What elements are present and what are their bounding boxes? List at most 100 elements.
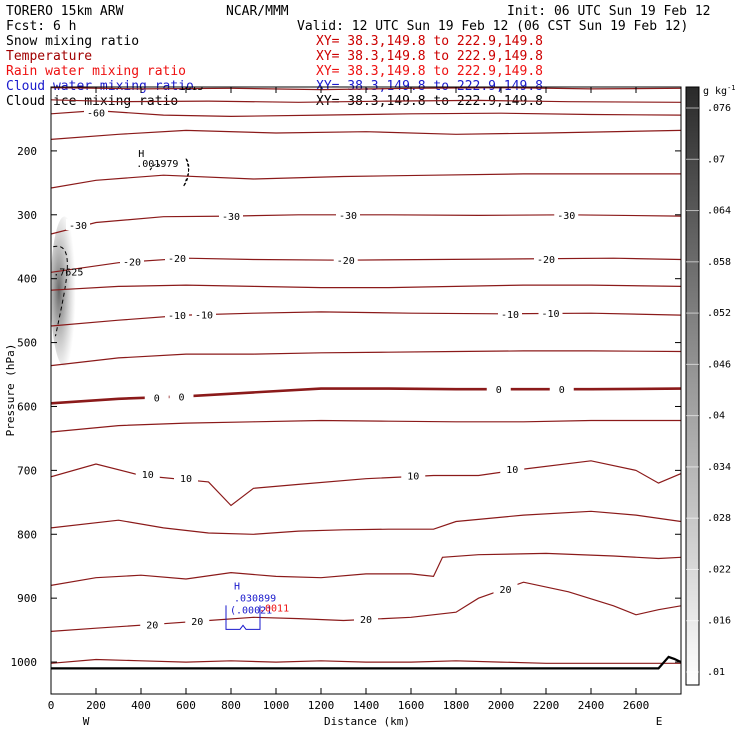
- colorbar-label-2: .022: [707, 564, 731, 575]
- y-tick-label-300: 300: [17, 209, 37, 222]
- init-time: Init: 06 UTC Sun 19 Feb 12: [507, 4, 711, 19]
- isotherm-label-23: 20: [360, 615, 372, 626]
- field-xy-0: XY= 38.3,149.8 to 222.9,149.8: [316, 34, 543, 49]
- x-tick-label-2200: 2200: [533, 699, 560, 712]
- isotherm-label-4: -30: [557, 211, 575, 222]
- x-tick-label-2600: 2600: [623, 699, 650, 712]
- isotherm-label-bg-16: [549, 383, 574, 395]
- isotherm-label-5: -20: [123, 257, 141, 268]
- y-tick-label-600: 600: [17, 400, 37, 413]
- isotherm-label-bg-3: [336, 208, 360, 220]
- isotherm-label-bg-17: [135, 468, 160, 480]
- contour-line-5: [51, 658, 681, 664]
- isotherm-label-bg-6: [165, 252, 189, 264]
- isotherm-m10: [51, 311, 681, 327]
- terrain-line: [51, 655, 681, 670]
- isotherm-label-17: 10: [142, 470, 154, 481]
- isotherm-label-18: 10: [180, 474, 192, 485]
- isotherm-label-3: -30: [339, 211, 357, 222]
- isotherm-label-11: -10: [501, 310, 519, 321]
- x-tick-label-1800: 1800: [443, 699, 470, 712]
- x-tick-label-200: 200: [86, 699, 106, 712]
- plot-area: -60 -30 -30 -30 -30 -20 -20 -20 -20 -10 -10 -10 -10 0…: [11, 82, 682, 712]
- field-legend: Snow mixing ratio XY= 38.3,149.8 to 222.9…: [6, 34, 543, 109]
- y-tick-label-800: 800: [17, 528, 37, 541]
- isotherm-m70: [51, 99, 681, 103]
- isotherm-label-20: 10: [506, 465, 518, 476]
- x-tick-label-2400: 2400: [578, 699, 605, 712]
- isotherm-m20: [51, 257, 681, 273]
- cloud-ice-contour: [53, 245, 68, 337]
- isotherm-label-2: -30: [222, 212, 240, 223]
- x-tick-label-600: 600: [176, 699, 196, 712]
- isotherm-label-bg-12: [538, 307, 563, 319]
- isotherm-label-14: 0: [178, 392, 184, 403]
- colorbar-label-11: .076: [707, 103, 731, 114]
- isotherm-m60: [51, 109, 681, 118]
- isotherm-label-bg-2: [219, 210, 243, 222]
- field-name-2: Rain water mixing ratio: [6, 64, 186, 79]
- isotherm-m40: [51, 173, 681, 189]
- isotherm-label-19: 10: [407, 471, 419, 482]
- isotherm-label-bg-19: [401, 469, 426, 481]
- cloud-water-contour: [225, 605, 261, 630]
- isotherm-label-bg-1: [66, 219, 90, 231]
- colorbar-label-4: .034: [707, 462, 731, 473]
- field-xy-1: XY= 38.3,149.8 to 222.9,149.8: [316, 49, 543, 64]
- isotherm-10: [51, 460, 681, 507]
- isotherm-label-bg-7: [333, 254, 358, 266]
- isotherm-label-bg-20: [500, 463, 525, 475]
- isotherm-label-bg-10: [192, 308, 216, 320]
- colorbar-label-8: .058: [707, 257, 731, 268]
- contour-line-2: [51, 419, 681, 433]
- isotherm-label-22: 20: [191, 617, 203, 628]
- isotherm-label-16: 0: [559, 385, 565, 396]
- field-xy-2: XY= 38.3,149.8 to 222.9,149.8: [316, 64, 543, 79]
- isotherm-label-6: -20: [168, 254, 186, 265]
- snow-contour-b: [183, 157, 190, 187]
- contour-line-3: [51, 510, 681, 535]
- y-tick-label-200: 200: [17, 145, 37, 158]
- isotherm-label-24: 20: [499, 585, 511, 596]
- contour-line-0: [51, 284, 681, 291]
- isotherm-label-bg-18: [174, 472, 198, 484]
- cloud-ice-shading: [51, 216, 79, 367]
- isotherm-label-9: -10: [168, 311, 186, 322]
- field-xy-4: XY= 38.3,149.8 to 222.9,149.8: [316, 94, 543, 109]
- isotherm-label-bg-9: [165, 309, 189, 321]
- isotherm-label-bg-14: [169, 390, 194, 402]
- center-label: NCAR/MMM: [226, 4, 289, 19]
- x-tick-label-1400: 1400: [353, 699, 380, 712]
- isotherm-m30: [51, 214, 681, 235]
- colorbar-label-3: .028: [707, 513, 731, 524]
- isotherm-label-7: -20: [337, 256, 355, 267]
- y-tick-label-700: 700: [17, 464, 37, 477]
- colorbar-label-9: .064: [707, 206, 731, 217]
- isotherm-label-bg-5: [120, 255, 144, 267]
- contour-line-1: [51, 350, 681, 367]
- isotherm-label-21: 20: [146, 620, 158, 631]
- isotherm-label-0: -60: [87, 109, 105, 120]
- cloud-water-sub-value: (.00021: [230, 605, 272, 616]
- x-tick-label-400: 400: [131, 699, 151, 712]
- isotherm-label-bg-15: [486, 383, 511, 395]
- y-axis-title: Pressure (hPa): [4, 344, 17, 437]
- snow-max-value: .001979: [136, 159, 178, 170]
- isotherm-label-bg-8: [534, 252, 558, 264]
- colorbar-label-0: .01: [707, 667, 725, 678]
- x-axis-title: Distance (km): [324, 715, 410, 728]
- isotherm-label-bg-0: [84, 106, 108, 118]
- contour-line-4: [51, 552, 681, 586]
- isotherm-label-bg-4: [554, 208, 579, 220]
- cloud-water-max-value: .030899: [234, 593, 276, 604]
- x-tick-label-1000: 1000: [263, 699, 290, 712]
- isotherm-label-bg-11: [498, 307, 522, 319]
- field-name-0: Snow mixing ratio: [6, 34, 139, 49]
- y-tick-label-500: 500: [17, 337, 37, 350]
- ice-top-label: 1813: [179, 82, 203, 93]
- east-end-label: E: [656, 715, 663, 728]
- colorbar-label-1: .016: [707, 616, 731, 627]
- colorbar: g kg-1 .01 .016 .022 .028 .034 .04 .046 .052 .05…: [685, 84, 736, 686]
- isotherm-label-1: -30: [69, 221, 87, 232]
